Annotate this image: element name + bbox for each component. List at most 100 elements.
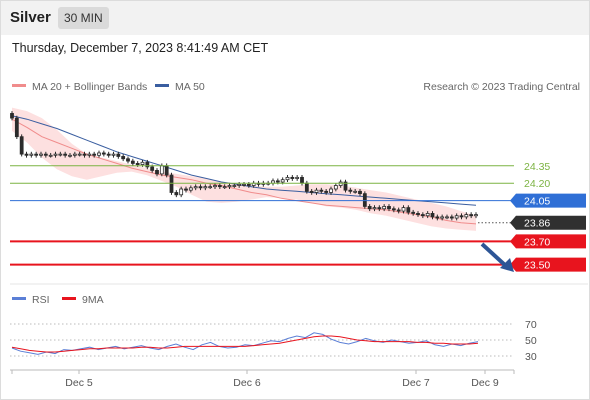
candle — [430, 211, 435, 220]
candle — [97, 150, 101, 158]
candle — [285, 175, 290, 183]
rsi-tick-label: 50 — [525, 335, 537, 347]
rsi-tick-label: 70 — [525, 319, 537, 331]
last-price-level: 23.86 — [478, 215, 586, 230]
level-tag — [510, 234, 586, 249]
candle — [232, 183, 237, 188]
candle — [261, 180, 266, 187]
candle — [82, 151, 87, 158]
candle — [10, 111, 14, 121]
ma20-legend-icon — [12, 84, 26, 87]
candle — [106, 151, 111, 158]
candle — [203, 184, 208, 191]
candle — [213, 183, 217, 189]
candle — [43, 151, 48, 158]
candle — [29, 151, 34, 158]
candle — [338, 179, 343, 188]
candle — [72, 151, 77, 158]
candle — [309, 189, 314, 195]
copyright-label: Research © 2023 Trading Central — [423, 81, 580, 93]
candle — [53, 151, 58, 158]
rsi-ma-legend-icon — [62, 297, 76, 300]
candle — [63, 151, 68, 158]
rsi-legend-icon — [12, 297, 26, 300]
candle — [329, 186, 333, 195]
candle — [58, 151, 63, 157]
timeframe-button[interactable]: 30 MIN — [58, 7, 109, 29]
rsi-legend-label: RSI — [32, 294, 50, 306]
ma20-legend-label: MA 20 + Bollinger Bands — [32, 81, 147, 93]
candle — [14, 115, 19, 140]
candle — [377, 205, 382, 212]
datetime-label: Thursday, December 7, 2023 8:41:49 AM CE… — [12, 41, 269, 55]
candle — [116, 151, 121, 159]
candle — [179, 186, 184, 198]
candle — [401, 205, 406, 214]
level-label: 23.86 — [524, 218, 550, 230]
candle — [184, 186, 188, 193]
candle — [348, 187, 353, 194]
candle — [34, 151, 39, 158]
ma50-legend-label: MA 50 — [175, 81, 205, 93]
candle — [48, 152, 53, 158]
x-tick-label: Dec 9 — [471, 377, 499, 389]
candle — [130, 158, 135, 166]
candle — [358, 189, 362, 196]
support-level: 23.50 — [10, 257, 586, 272]
candle — [406, 205, 411, 215]
projection-arrow-icon — [480, 242, 514, 272]
candle — [208, 184, 213, 189]
candle — [469, 212, 474, 219]
candle — [222, 184, 227, 189]
candle — [464, 212, 469, 220]
candle — [145, 159, 150, 170]
candle — [425, 211, 430, 219]
level-tag — [510, 193, 586, 208]
candle — [420, 212, 425, 219]
candle — [367, 204, 372, 212]
candle — [101, 150, 106, 157]
candle — [319, 187, 324, 194]
candle — [126, 156, 130, 164]
symbol-title: Silver — [10, 9, 51, 26]
candle — [343, 179, 348, 193]
level-label: 23.70 — [524, 236, 550, 248]
candle — [454, 213, 459, 221]
level-label: 23.50 — [524, 260, 550, 272]
candle — [39, 151, 43, 158]
pivot-level: 24.05 — [10, 193, 586, 208]
candle — [169, 172, 174, 195]
candle — [391, 206, 396, 213]
candle — [440, 214, 445, 221]
candle — [372, 205, 377, 212]
candle — [188, 185, 193, 193]
candle — [24, 151, 29, 158]
candle — [449, 214, 454, 221]
candle — [387, 204, 391, 212]
ma50-legend-icon — [155, 84, 169, 87]
candle — [314, 187, 319, 195]
candle — [155, 168, 159, 177]
candle — [174, 190, 179, 198]
price-plot — [10, 107, 478, 231]
levels: 24.35 24.20 24.05 23.86 23.70 23.50 — [10, 161, 586, 272]
level-tag — [510, 257, 586, 272]
level-label: 24.20 — [524, 178, 550, 190]
candle — [445, 214, 449, 220]
x-tick-label: Dec 7 — [402, 377, 430, 389]
rsi-ma-line — [11, 335, 479, 353]
level-label: 24.05 — [524, 196, 550, 208]
x-tick-label: Dec 6 — [233, 377, 261, 389]
candle — [193, 184, 198, 191]
candle — [353, 189, 358, 194]
candle — [198, 184, 203, 191]
candle — [459, 213, 464, 220]
candle — [290, 175, 295, 181]
candle — [324, 189, 329, 195]
candle — [382, 204, 387, 212]
candle — [217, 183, 222, 189]
level-tag — [510, 215, 586, 230]
candle — [92, 151, 97, 158]
level-label: 24.35 — [524, 161, 550, 173]
